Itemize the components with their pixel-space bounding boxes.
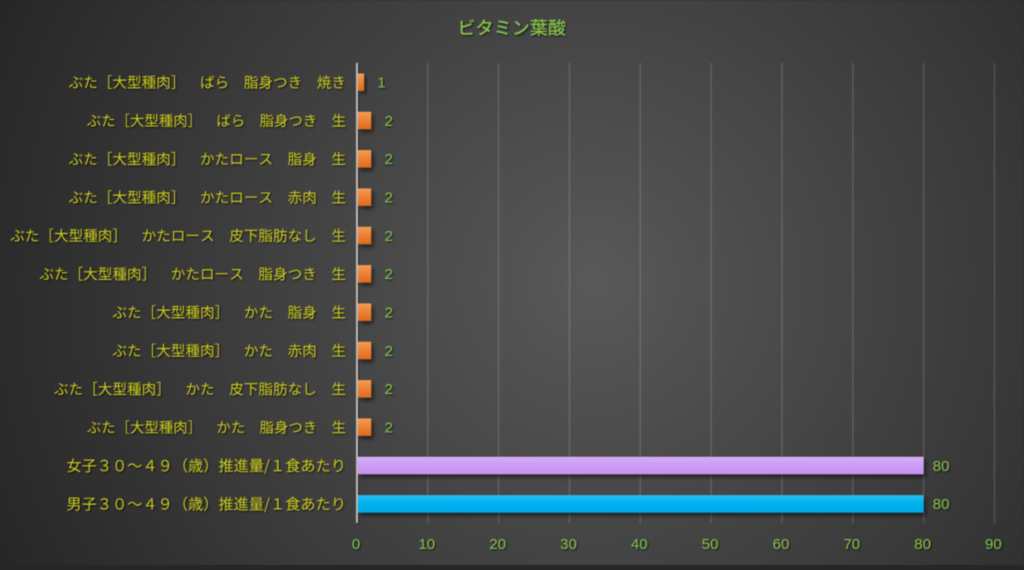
svg-text:1: 1	[377, 75, 385, 92]
svg-text:0: 0	[352, 536, 360, 553]
svg-text:2: 2	[385, 266, 393, 283]
svg-text:80: 80	[933, 458, 950, 475]
svg-text:10: 10	[418, 536, 435, 553]
svg-text:80: 80	[933, 496, 950, 513]
svg-text:20: 20	[489, 536, 506, 553]
svg-text:40: 40	[631, 536, 648, 553]
svg-text:2: 2	[385, 228, 393, 245]
svg-text:2: 2	[385, 381, 393, 398]
svg-text:90: 90	[985, 536, 1002, 553]
svg-text:80: 80	[914, 536, 931, 553]
svg-text:70: 70	[843, 536, 860, 553]
svg-text:50: 50	[702, 536, 719, 553]
svg-text:2: 2	[385, 151, 393, 168]
svg-text:2: 2	[385, 113, 393, 130]
svg-text:2: 2	[385, 420, 393, 437]
svg-text:30: 30	[560, 536, 577, 553]
svg-text:2: 2	[385, 190, 393, 207]
svg-text:60: 60	[773, 536, 790, 553]
svg-text:2: 2	[385, 305, 393, 322]
svg-text:2: 2	[385, 343, 393, 360]
